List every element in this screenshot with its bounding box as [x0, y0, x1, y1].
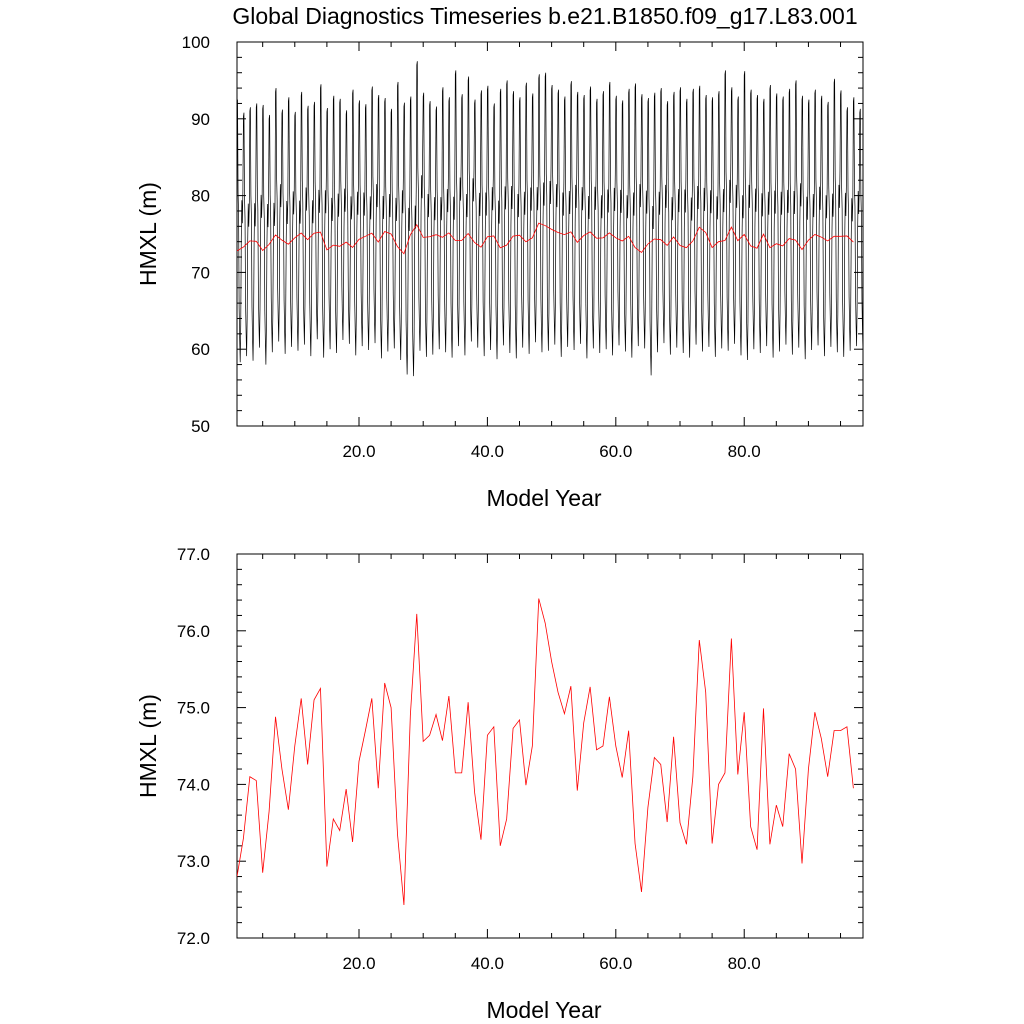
plot-frame: [236, 553, 864, 939]
y-tick-label: 75.0: [177, 699, 210, 718]
x-tick-label: 40.0: [471, 442, 504, 461]
x-axis-label: Model Year: [486, 997, 601, 1023]
x-tick-label: 60.0: [599, 442, 632, 461]
x-tick-label: 20.0: [342, 442, 375, 461]
chart-title: Global Diagnostics Timeseries b.e21.B185…: [232, 3, 857, 29]
y-tick-label: 90: [191, 110, 210, 129]
x-tick-label: 40.0: [471, 954, 504, 973]
series-line-annual: [237, 222, 854, 255]
y-tick-label: 70: [191, 263, 210, 282]
y-axis-label: HMXL (m): [135, 694, 161, 798]
y-axis-label: HMXL (m): [135, 182, 161, 286]
y-tick-label: 73.0: [177, 852, 210, 871]
y-tick-label: 50: [191, 417, 210, 436]
x-tick-label: 80.0: [728, 954, 761, 973]
y-tick-label: 72.0: [177, 929, 210, 948]
x-tick-label: 80.0: [728, 442, 761, 461]
y-tick-label: 100: [182, 33, 210, 52]
x-axis-label: Model Year: [486, 485, 601, 511]
plot-frame: [236, 41, 864, 427]
series-line-annual: [237, 598, 854, 906]
x-tick-label: 60.0: [599, 954, 632, 973]
y-tick-label: 76.0: [177, 622, 210, 641]
panel-bottom: 20.0 40.0 60.0 80.0 72.0 73.0 74.0 75.0 76.0 77.0…: [135, 545, 864, 1023]
y-tick-label: 60: [191, 340, 210, 359]
series-line-monthly: [237, 61, 863, 377]
y-tick-label: 80: [191, 187, 210, 206]
y-tick-label: 74.0: [177, 775, 210, 794]
y-tick-label: 77.0: [177, 545, 210, 564]
x-tick-label: 20.0: [342, 954, 375, 973]
panel-top: 20.0 40.0 60.0 80.0 50 60 70 80 90 100 Model Year H…: [135, 33, 864, 511]
